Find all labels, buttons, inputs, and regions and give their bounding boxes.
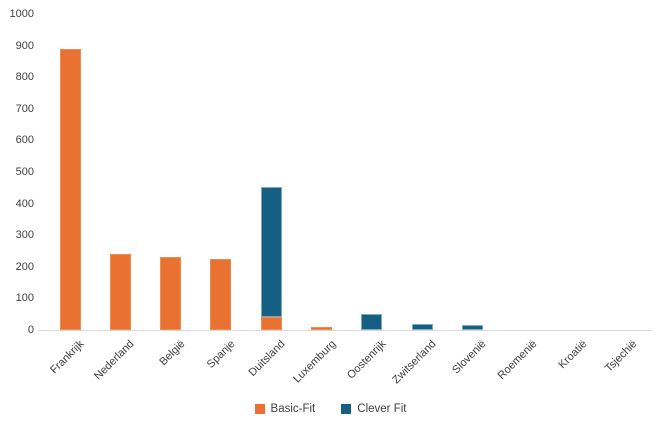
y-axis-label: 100 <box>15 292 34 305</box>
y-axis-label: 900 <box>15 39 34 52</box>
bar-clever-fit-oostenrijk <box>361 314 382 330</box>
y-axis-label: 200 <box>15 260 34 273</box>
bar-clever-fit-zwitserland <box>412 324 433 330</box>
legend-item-clever-fit: Clever Fit <box>341 403 406 415</box>
y-axis-label: 700 <box>15 102 34 115</box>
legend-label: Clever Fit <box>357 403 407 415</box>
bar-basic-fit-nederland <box>110 254 131 330</box>
y-axis-label: 400 <box>15 197 34 210</box>
x-axis-line <box>38 330 652 331</box>
y-axis-label: 0 <box>27 324 34 336</box>
bar-clever-fit-slovenië <box>462 325 483 330</box>
legend-label: Basic-Fit <box>270 403 316 415</box>
legend-swatch-icon <box>254 404 265 414</box>
y-axis-label: 300 <box>15 229 34 242</box>
chart-legend: Basic-Fit Clever Fit <box>0 403 661 415</box>
y-axis-label: 1000 <box>9 8 34 20</box>
y-axis-label: 600 <box>15 134 34 147</box>
y-axis-label: 500 <box>15 166 34 178</box>
bar-basic-fit-duitsland <box>261 317 282 330</box>
bar-basic-fit-frankrijk <box>60 49 81 330</box>
bar-clever-fit-duitsland <box>261 187 282 317</box>
bar-basic-fit-spanje <box>210 259 231 330</box>
bar-basic-fit-belgië <box>160 257 181 330</box>
legend-item-basic-fit: Basic-Fit <box>254 403 316 415</box>
y-axis-label: 800 <box>15 71 34 84</box>
bar-basic-fit-luxemburg <box>311 327 332 330</box>
legend-swatch-icon <box>341 404 352 414</box>
